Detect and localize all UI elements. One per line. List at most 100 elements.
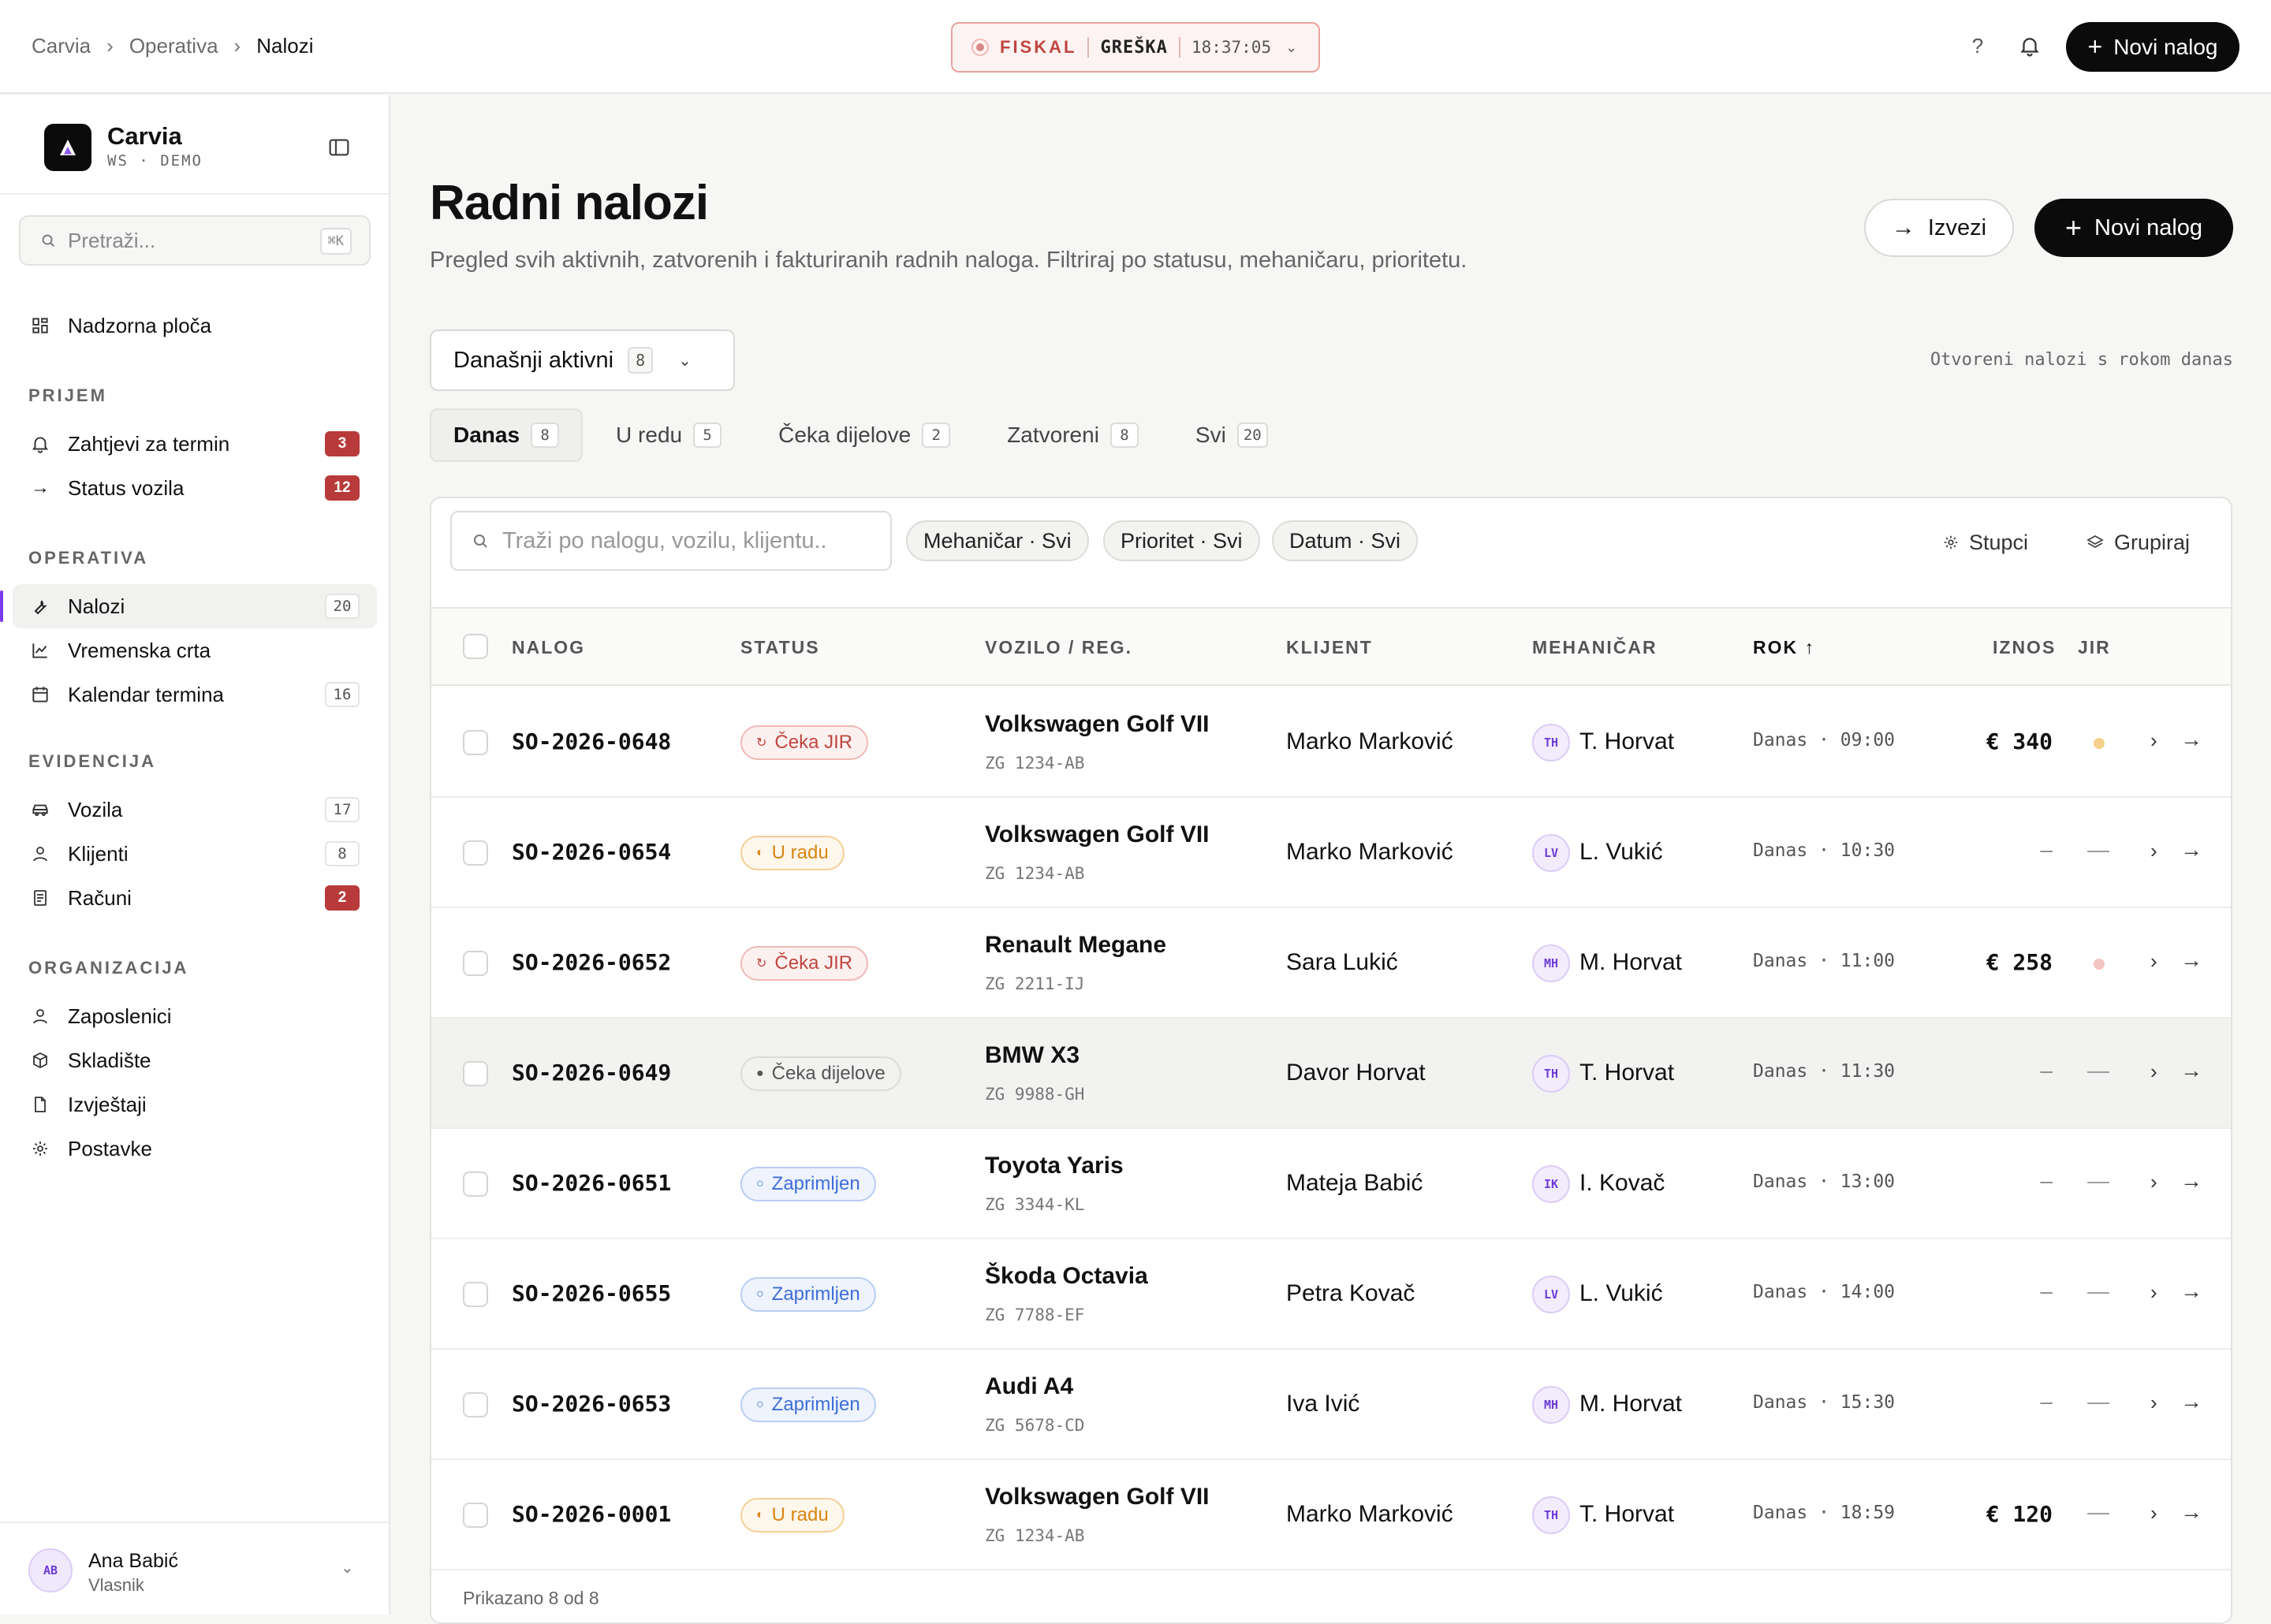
sidebar-item-vehicles[interactable]: Vozila 17	[13, 788, 377, 832]
chevron-right-icon[interactable]: ›	[2150, 839, 2157, 862]
open-arrow-icon[interactable]: →	[2180, 1168, 2202, 1193]
column-header-vehicle[interactable]: VOZILO / REG.	[985, 637, 1133, 657]
sidebar-item-calendar[interactable]: Kalendar termina 16	[13, 672, 377, 717]
sidebar-item-appointment-requests[interactable]: Zahtjevi za termin 3	[13, 422, 377, 466]
breadcrumb-current: Nalozi	[256, 33, 314, 58]
collapse-sidebar-button[interactable]	[326, 135, 355, 163]
sidebar-item-invoices[interactable]: Računi 2	[13, 876, 377, 920]
sidebar-item-vehicle-status[interactable]: → Status vozila 12	[13, 466, 377, 510]
sidebar-item-timeline[interactable]: Vremenska crta	[13, 628, 377, 672]
fiscal-status-button[interactable]: FISKAL GREŠKA 18:37:05 ⌄	[951, 22, 1320, 73]
status-label: U radu	[771, 1504, 829, 1525]
chevron-right-icon[interactable]: ›	[2150, 1280, 2157, 1304]
column-header-mechanic[interactable]: MEHANIČAR	[1532, 637, 1658, 657]
table-row[interactable]: SO-2026-0654 ◐ U radu Volkswagen Golf VI…	[431, 798, 2231, 908]
open-arrow-icon[interactable]: →	[2180, 1499, 2202, 1524]
status-icon: ○	[756, 1177, 764, 1190]
section-heading: ORGANIZACIJA	[28, 958, 189, 978]
table-search-input[interactable]: Traži po nalogu, vozilu, klijentu..	[450, 511, 892, 571]
chevron-right-icon[interactable]: ›	[2150, 728, 2157, 752]
open-arrow-icon[interactable]: →	[2180, 727, 2202, 751]
column-header-status[interactable]: STATUS	[740, 637, 820, 657]
export-button[interactable]: → Izvezi	[1864, 199, 2014, 257]
chevron-right-icon[interactable]: ›	[2150, 1391, 2157, 1414]
vehicle-name: Volkswagen Golf VII	[985, 821, 1210, 847]
breadcrumb-item[interactable]: Carvia	[32, 33, 91, 58]
chevron-right-icon[interactable]: ›	[2150, 1060, 2157, 1083]
table-row[interactable]: SO-2026-0653 ○ Zaprimljen Audi A4 ZG 567…	[431, 1350, 2231, 1460]
open-arrow-icon[interactable]: →	[2180, 1058, 2202, 1082]
table-row[interactable]: SO-2026-0655 ○ Zaprimljen Škoda Octavia …	[431, 1239, 2231, 1350]
order-id[interactable]: SO-2026-0654	[512, 839, 672, 865]
sidebar-item-warehouse[interactable]: Skladište	[13, 1038, 377, 1082]
sidebar-item-orders[interactable]: Nalozi 20	[0, 584, 377, 628]
group-button[interactable]: Grupiraj	[2086, 527, 2190, 558]
chevron-right-icon[interactable]: ›	[2150, 1170, 2157, 1194]
table-row[interactable]: SO-2026-0649 ● Čeka dijelove BMW X3 ZG 9…	[431, 1019, 2231, 1129]
sidebar-item-clients[interactable]: Klijenti 8	[13, 832, 377, 876]
row-checkbox[interactable]	[463, 730, 488, 755]
row-checkbox[interactable]	[463, 1282, 488, 1307]
select-all-checkbox[interactable]	[463, 634, 488, 659]
status-dot-icon	[971, 39, 989, 56]
order-id[interactable]: SO-2026-0652	[512, 949, 672, 975]
sidebar-item-employees[interactable]: Zaposlenici	[13, 994, 377, 1038]
tab-closed[interactable]: Zatvoreni 8	[983, 408, 1162, 462]
sidebar-item-reports[interactable]: Izvještaji	[13, 1082, 377, 1127]
table-row[interactable]: SO-2026-0648 ↻ Čeka JIR Volkswagen Golf …	[431, 687, 2231, 798]
search-placeholder: Pretraži...	[68, 228, 156, 252]
row-checkbox[interactable]	[463, 951, 488, 976]
row-checkbox[interactable]	[463, 840, 488, 866]
count-badge: 8	[628, 347, 654, 374]
order-id[interactable]: SO-2026-0651	[512, 1170, 672, 1196]
help-button[interactable]: ?	[1971, 33, 1984, 58]
notifications-button[interactable]	[2012, 28, 2047, 63]
status-badge: ○ Zaprimljen	[740, 1387, 876, 1422]
row-checkbox[interactable]	[463, 1503, 488, 1528]
order-id[interactable]: SO-2026-0653	[512, 1391, 672, 1417]
order-id[interactable]: SO-2026-0001	[512, 1501, 672, 1527]
status-icon: ○	[756, 1287, 764, 1301]
tab-waiting-parts[interactable]: Čeka dijelove 2	[755, 408, 974, 462]
table-row[interactable]: SO-2026-0001 ◐ U radu Volkswagen Golf VI…	[431, 1460, 2231, 1570]
column-header-amount[interactable]: IZNOS	[1993, 637, 2057, 657]
open-arrow-icon[interactable]: →	[2180, 837, 2202, 862]
column-header-client[interactable]: KLIJENT	[1286, 637, 1373, 657]
tab-in-queue[interactable]: U redu 5	[592, 408, 745, 462]
filter-mechanic[interactable]: Mehaničar · Svi	[906, 520, 1089, 561]
order-id[interactable]: SO-2026-0648	[512, 728, 672, 754]
tab-all[interactable]: Svi 20	[1172, 408, 1292, 462]
open-arrow-icon[interactable]: →	[2180, 1389, 2202, 1414]
columns-button[interactable]: Stupci	[1942, 527, 2028, 558]
chevron-right-icon[interactable]: ›	[2150, 949, 2157, 973]
open-arrow-icon[interactable]: →	[2180, 948, 2202, 972]
sidebar-item-dashboard[interactable]: Nadzorna ploča	[13, 304, 377, 348]
filter-date[interactable]: Datum · Svi	[1272, 520, 1419, 561]
filter-priority[interactable]: Prioritet · Svi	[1103, 520, 1260, 561]
column-header-due[interactable]: ROK ↑	[1753, 637, 1815, 657]
row-checkbox[interactable]	[463, 1171, 488, 1197]
fiscal-state: GREŠKA	[1100, 37, 1168, 58]
open-arrow-icon[interactable]: →	[2180, 1279, 2202, 1303]
client-name: Davor Horvat	[1286, 1060, 1426, 1086]
column-header-order[interactable]: NALOG	[512, 637, 586, 657]
column-header-jir[interactable]: JIR	[2078, 637, 2111, 657]
order-id[interactable]: SO-2026-0655	[512, 1280, 672, 1306]
table-row[interactable]: SO-2026-0651 ○ Zaprimljen Toyota Yaris Z…	[431, 1129, 2231, 1239]
sidebar-search-input[interactable]: Pretraži... ⌘K	[19, 215, 371, 266]
table-row[interactable]: SO-2026-0652 ↻ Čeka JIR Renault Megane Z…	[431, 908, 2231, 1019]
saved-view-select[interactable]: Današnji aktivni 8 ⌄	[430, 330, 735, 391]
tab-today[interactable]: Danas 8	[430, 408, 584, 462]
due-time: Danas · 09:00	[1753, 730, 1896, 751]
order-id[interactable]: SO-2026-0649	[512, 1060, 672, 1086]
breadcrumb-item[interactable]: Operativa	[129, 33, 218, 58]
chevron-right-icon[interactable]: ›	[2150, 1501, 2157, 1525]
row-checkbox[interactable]	[463, 1061, 488, 1086]
user-menu[interactable]: AB Ana Babić Vlasnik ⌄	[0, 1522, 389, 1615]
sidebar-item-settings[interactable]: Postavke	[13, 1127, 377, 1171]
row-checkbox[interactable]	[463, 1392, 488, 1417]
status-label: Zaprimljen	[771, 1283, 860, 1305]
vehicle-reg: ZG 3344-KL	[985, 1195, 1085, 1214]
new-order-top-button[interactable]: + Novi nalog	[2066, 22, 2239, 72]
new-order-button[interactable]: + Novi nalog	[2034, 199, 2233, 257]
